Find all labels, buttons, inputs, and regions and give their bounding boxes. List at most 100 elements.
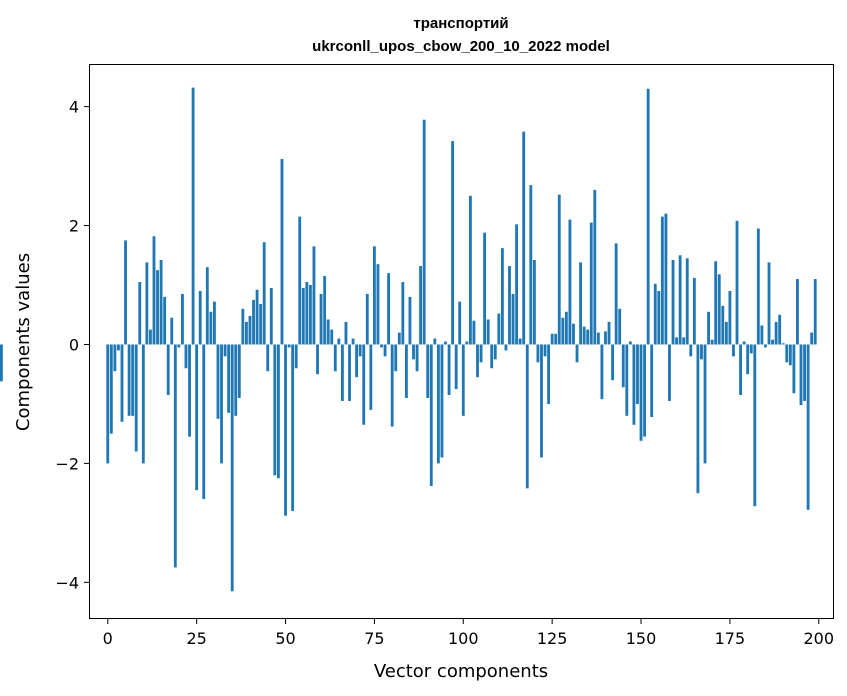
bar-153 <box>650 344 654 418</box>
bar-126 <box>554 333 558 345</box>
bar-36 <box>234 344 238 416</box>
bar-131 <box>572 323 575 345</box>
bar-177 <box>735 220 739 345</box>
bar-23 <box>188 344 191 437</box>
bar-137 <box>593 189 597 345</box>
y-tick-label: 0 <box>69 335 79 354</box>
bar-164 <box>689 344 693 357</box>
bar-59 <box>316 344 319 375</box>
bar-60 <box>319 293 323 345</box>
bar-32 <box>220 344 223 464</box>
bar-52 <box>291 344 295 511</box>
bar-143 <box>614 243 618 345</box>
bar-98 <box>454 344 458 390</box>
bar-188 <box>774 321 778 345</box>
bar-13 <box>152 236 156 345</box>
bar-97 <box>451 141 455 345</box>
bar-6 <box>127 344 131 416</box>
bar-83 <box>401 282 405 345</box>
bar-110 <box>497 313 501 345</box>
x-axis-label: Vector components <box>374 661 548 682</box>
bar-89 <box>422 119 426 345</box>
y-axis-label: Components values <box>13 253 34 431</box>
bar-115 <box>515 224 519 345</box>
bar-57 <box>308 285 312 345</box>
bar-77 <box>380 344 383 348</box>
bar-22 <box>184 344 188 369</box>
bar-161 <box>678 255 682 345</box>
bar-66 <box>340 344 344 401</box>
bar-54 <box>298 216 302 345</box>
bar-160 <box>675 337 678 345</box>
bar-101 <box>465 341 469 345</box>
bar-76 <box>376 264 380 345</box>
bar-73 <box>365 293 369 345</box>
bar-95 <box>444 341 447 345</box>
y-tick-label: 2 <box>69 217 79 236</box>
bar-91 <box>429 344 433 486</box>
bar-169 <box>707 311 710 345</box>
bar-25 <box>195 344 199 491</box>
bar-93 <box>436 344 440 464</box>
bar-184 <box>760 325 764 345</box>
bar-72 <box>362 344 366 425</box>
bar-49 <box>280 158 284 345</box>
bar-79 <box>387 273 391 345</box>
bar-47 <box>273 344 277 476</box>
bar-152 <box>646 88 650 345</box>
bar-58 <box>312 246 316 345</box>
bar-50 <box>284 344 287 516</box>
x-tick-label: 75 <box>364 629 384 648</box>
bar-111 <box>500 248 504 345</box>
bar-20 <box>177 344 181 348</box>
bar-51 <box>287 344 291 348</box>
bar-197 <box>806 344 810 510</box>
bar-9 <box>138 282 142 345</box>
bar-42 <box>255 289 259 345</box>
bar-159 <box>671 260 675 345</box>
bar-88 <box>419 265 423 345</box>
bar-192 <box>788 344 792 366</box>
bar-8 <box>134 344 138 452</box>
x-tick-label: 200 <box>804 629 835 648</box>
bar-85 <box>408 296 412 345</box>
bar-127 <box>557 194 561 345</box>
y-tick-label: 4 <box>69 98 79 117</box>
x-axis-ticks: 0 25 50 75 100 125 150 175 200 <box>103 618 834 648</box>
bar-0 <box>106 344 110 464</box>
bar-100 <box>461 344 465 416</box>
bar-176 <box>732 344 735 357</box>
bar-24 <box>191 87 195 345</box>
x-tick-label: 125 <box>537 629 568 648</box>
bar-119 <box>529 185 533 345</box>
bar-80 <box>390 344 394 427</box>
bar-96 <box>447 344 451 396</box>
bar-43 <box>259 304 263 345</box>
bar-21 <box>181 293 184 345</box>
bar-198 <box>810 332 814 345</box>
bar-112 <box>504 344 508 351</box>
bar-114 <box>511 293 515 345</box>
bar-56 <box>305 282 309 345</box>
bar-174 <box>724 321 728 345</box>
bar-53 <box>294 344 298 369</box>
bar-129 <box>564 311 568 345</box>
bar-140 <box>604 331 607 345</box>
bar-82 <box>397 332 401 345</box>
bar-182 <box>753 344 757 507</box>
x-tick-label: 0 <box>103 629 113 648</box>
plot-frame <box>89 64 834 619</box>
bar-132 <box>575 344 579 363</box>
bar-166 <box>696 344 700 494</box>
bar-181 <box>749 344 753 354</box>
bar-69 <box>351 338 355 345</box>
bar-4 <box>120 344 124 422</box>
bar-124 <box>547 344 551 404</box>
bar-136 <box>589 222 593 345</box>
bar-108 <box>490 344 494 369</box>
bar-84 <box>404 344 408 398</box>
bar-15 <box>159 260 163 345</box>
bar-155 <box>657 290 661 345</box>
bar-18 <box>170 317 174 345</box>
bar-104 <box>476 344 479 378</box>
